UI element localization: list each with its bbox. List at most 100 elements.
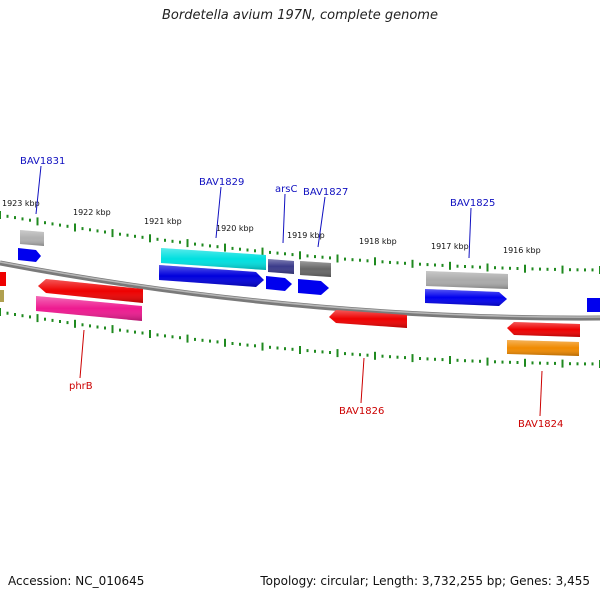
gene-olive-edge[interactable] xyxy=(0,290,4,302)
scale-label: 1923 kbp xyxy=(2,199,40,208)
scale-major-tick xyxy=(224,243,226,252)
scale-minor-tick xyxy=(216,340,219,344)
scale-minor-tick xyxy=(6,214,9,218)
scale-major-tick xyxy=(36,217,39,226)
scale-minor-tick xyxy=(404,261,406,265)
scale-label: 1917 kbp xyxy=(431,242,469,251)
scale-major-tick xyxy=(299,346,301,354)
scale-minor-tick xyxy=(239,247,241,251)
scale-minor-tick xyxy=(59,320,61,323)
scale-minor-tick xyxy=(209,339,211,343)
gene-blue-arsC[interactable] xyxy=(266,276,292,291)
gene-label-BAV1824[interactable]: BAV1824 xyxy=(518,419,563,430)
scale-minor-tick xyxy=(246,343,249,347)
scale-major-tick xyxy=(374,351,376,360)
scale-minor-tick xyxy=(456,358,459,362)
scale-minor-tick xyxy=(171,335,174,339)
scale-minor-tick xyxy=(134,330,136,334)
scale-minor-tick xyxy=(14,313,16,316)
gene-label-BAV1825[interactable]: BAV1825 xyxy=(450,198,495,209)
scale-major-tick xyxy=(0,308,1,316)
scale-major-tick xyxy=(111,229,114,238)
scale-minor-tick xyxy=(104,326,106,330)
scale-major-tick xyxy=(224,338,226,347)
scale-minor-tick xyxy=(89,324,91,328)
gene-label-BAV1831[interactable]: BAV1831 xyxy=(20,156,65,167)
scale-major-tick xyxy=(261,247,264,256)
scale-minor-tick xyxy=(134,234,136,238)
scale-major-tick xyxy=(486,357,489,366)
scale-major-tick xyxy=(449,356,451,364)
scale-minor-tick xyxy=(389,260,391,264)
scale-minor-tick xyxy=(471,359,474,363)
scale-minor-tick xyxy=(119,232,121,236)
scale-minor-tick xyxy=(51,222,54,226)
scale-minor-tick xyxy=(14,216,16,220)
scale-minor-tick xyxy=(321,255,324,259)
scale-minor-tick xyxy=(201,338,204,342)
scale-minor-tick xyxy=(21,217,24,221)
scale-label: 1919 kbp xyxy=(287,231,325,240)
gene-label-arsC[interactable]: arsC xyxy=(275,184,297,195)
scale-minor-tick xyxy=(156,237,159,241)
gene-blue-small[interactable] xyxy=(18,248,41,262)
scale-minor-tick xyxy=(419,357,421,360)
gene-label-BAV1827[interactable]: BAV1827 xyxy=(303,187,348,198)
scale-minor-tick xyxy=(29,218,31,222)
scale-major-tick xyxy=(36,314,39,323)
scale-minor-tick xyxy=(509,266,511,270)
scale-major-tick xyxy=(486,263,489,272)
scale-minor-tick xyxy=(516,361,519,364)
scale-minor-tick xyxy=(576,268,579,272)
scale-minor-tick xyxy=(464,359,466,363)
scale-minor-tick xyxy=(141,331,144,335)
scale-minor-tick xyxy=(314,255,316,259)
scale-minor-tick xyxy=(366,353,369,357)
scale-minor-tick xyxy=(126,329,129,333)
scale-minor-tick xyxy=(96,325,99,329)
scale-minor-tick xyxy=(501,360,504,364)
scale-minor-tick xyxy=(569,268,571,272)
scale-minor-tick xyxy=(171,239,174,243)
scale-minor-tick xyxy=(426,357,429,361)
scale-minor-tick xyxy=(539,267,541,271)
scale-minor-tick xyxy=(494,266,496,270)
gene-shading xyxy=(20,230,580,356)
scale-minor-tick xyxy=(269,345,271,349)
gene-label-BAV1829[interactable]: BAV1829 xyxy=(199,177,244,188)
scale-major-tick xyxy=(524,358,526,367)
scale-major-tick xyxy=(411,354,414,363)
scale-major-tick xyxy=(336,254,339,263)
scale-minor-tick xyxy=(546,361,549,365)
gene-blue-1827[interactable] xyxy=(298,279,329,295)
scale-minor-tick xyxy=(51,318,54,322)
scale-minor-tick xyxy=(494,360,496,364)
gene-label-BAV1826[interactable]: BAV1826 xyxy=(339,406,384,417)
scale-major-tick xyxy=(0,211,1,219)
scale-major-tick xyxy=(111,325,114,334)
scale-major-tick xyxy=(524,264,526,273)
scale-major-tick xyxy=(299,251,301,260)
scale-minor-tick xyxy=(284,347,286,351)
scale-minor-tick xyxy=(456,264,459,268)
gene-blue-edge[interactable] xyxy=(587,298,600,312)
scale-minor-tick xyxy=(479,265,481,269)
scale-minor-tick xyxy=(119,328,121,332)
gene-red-edge[interactable] xyxy=(0,272,6,286)
scale-minor-tick xyxy=(44,221,46,225)
scale-minor-tick xyxy=(209,244,211,248)
scale-minor-tick xyxy=(66,224,69,228)
scale-minor-tick xyxy=(254,344,256,348)
scale-minor-tick xyxy=(179,240,181,244)
scale-minor-tick xyxy=(6,311,9,315)
scale-label: 1922 kbp xyxy=(73,208,111,217)
scale-minor-tick xyxy=(404,356,406,360)
scale-minor-tick xyxy=(21,314,24,318)
scale-minor-tick xyxy=(216,245,219,249)
scale-minor-tick xyxy=(591,362,594,366)
gene-label-phrB[interactable]: phrB xyxy=(69,381,93,392)
scale-label: 1918 kbp xyxy=(359,237,397,246)
scale-minor-tick xyxy=(126,233,129,237)
scale-minor-tick xyxy=(81,227,84,231)
